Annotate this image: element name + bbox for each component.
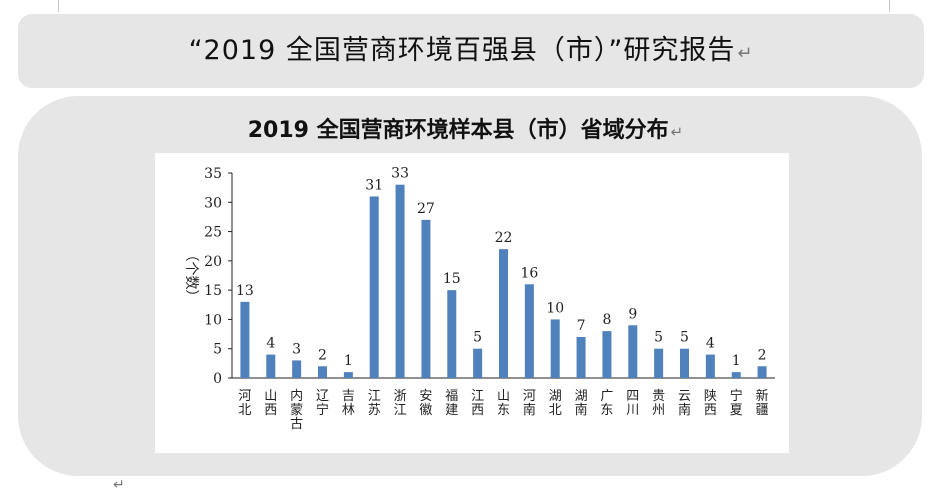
category-label: 辽宁 bbox=[316, 389, 329, 418]
bar bbox=[421, 219, 431, 378]
bar bbox=[240, 301, 250, 378]
bar bbox=[447, 290, 457, 378]
data-label: 2 bbox=[318, 347, 327, 363]
chart-heading: 2019 全国营商环境样本县（市）省域分布 ↵ bbox=[0, 112, 931, 144]
bar bbox=[499, 249, 508, 378]
category-label: 贵州 bbox=[652, 389, 665, 418]
data-label: 15 bbox=[443, 271, 461, 287]
bar bbox=[705, 354, 715, 378]
bar bbox=[731, 372, 741, 378]
margin-mark-right bbox=[889, 0, 890, 12]
data-label: 31 bbox=[365, 177, 383, 193]
category-label: 江西 bbox=[471, 389, 484, 418]
data-label: 3 bbox=[292, 341, 301, 357]
data-label: 10 bbox=[546, 300, 564, 316]
data-label: 27 bbox=[417, 201, 435, 217]
chart-area: 0 5 10 15 20 25 30 35 （个数） 13 河北 4 山西 3 内蒙古 2 辽宁 1 吉林 31 江苏 3… bbox=[155, 153, 789, 453]
y-tick-label: 5 bbox=[213, 342, 222, 358]
category-label: 新疆 bbox=[756, 388, 769, 418]
bar bbox=[318, 366, 327, 378]
data-label: 9 bbox=[628, 306, 637, 322]
data-label: 16 bbox=[520, 265, 538, 281]
y-tick-label: 15 bbox=[204, 283, 222, 299]
data-label: 1 bbox=[344, 353, 353, 369]
category-label: 山东 bbox=[497, 389, 510, 418]
title-banner: “2019 全国营商环境百强县（市）”研究报告 ↵ bbox=[18, 14, 924, 88]
y-axis-label: （个数） bbox=[183, 248, 199, 304]
category-label: 四川 bbox=[626, 389, 639, 418]
paragraph-mark-icon: ↵ bbox=[737, 43, 754, 64]
bar bbox=[602, 331, 612, 378]
category-label: 河北 bbox=[238, 389, 251, 418]
category-label: 广东 bbox=[600, 389, 613, 418]
bar bbox=[654, 348, 664, 378]
y-tick-label: 35 bbox=[204, 166, 222, 182]
margin-mark-left bbox=[58, 0, 59, 12]
bar bbox=[524, 284, 534, 378]
category-label: 福建 bbox=[445, 389, 458, 418]
category-label: 河南 bbox=[523, 389, 536, 418]
report-title: “2019 全国营商环境百强县（市）”研究报告 ↵ bbox=[18, 14, 924, 88]
category-label: 山西 bbox=[264, 389, 277, 418]
y-tick-label: 10 bbox=[204, 312, 222, 328]
category-label: 陕西 bbox=[704, 389, 717, 418]
bar bbox=[395, 184, 405, 378]
category-label: 云南 bbox=[678, 389, 691, 418]
bar bbox=[292, 360, 302, 378]
y-tick-label: 0 bbox=[213, 371, 222, 387]
y-tick-label: 30 bbox=[204, 195, 222, 211]
bar bbox=[576, 337, 586, 378]
data-label: 1 bbox=[732, 353, 741, 369]
category-label: 浙江 bbox=[394, 389, 407, 418]
bar bbox=[550, 319, 560, 378]
category-label: 吉林 bbox=[342, 389, 355, 418]
paragraph-mark-icon: ↵ bbox=[113, 477, 125, 493]
report-title-text: “2019 全国营商环境百强县（市）”研究报告 bbox=[188, 35, 736, 66]
category-label: 江苏 bbox=[368, 389, 381, 418]
data-label: 5 bbox=[680, 330, 689, 346]
data-label: 4 bbox=[706, 336, 715, 352]
data-label: 7 bbox=[577, 318, 586, 334]
paragraph-mark-icon: ↵ bbox=[670, 123, 684, 141]
data-label: 13 bbox=[236, 283, 254, 299]
category-label: 安徽 bbox=[419, 389, 432, 418]
bar bbox=[680, 348, 689, 378]
data-label: 4 bbox=[266, 336, 275, 352]
data-label: 22 bbox=[495, 230, 513, 246]
category-label: 湖南 bbox=[575, 389, 588, 418]
data-label: 8 bbox=[602, 312, 611, 328]
bar bbox=[343, 372, 353, 378]
bar bbox=[628, 325, 638, 378]
data-label: 5 bbox=[654, 330, 663, 346]
data-label: 5 bbox=[473, 330, 482, 346]
y-tick-label: 25 bbox=[204, 225, 222, 241]
bar bbox=[266, 354, 276, 378]
data-label: 2 bbox=[758, 347, 767, 363]
category-label: 内蒙古 bbox=[290, 388, 303, 432]
y-tick-label: 20 bbox=[204, 254, 222, 270]
bar bbox=[369, 196, 379, 378]
data-label: 33 bbox=[391, 166, 409, 182]
category-label: 湖北 bbox=[549, 389, 562, 418]
bar bbox=[473, 348, 483, 378]
category-label: 宁夏 bbox=[730, 388, 743, 418]
bar bbox=[757, 366, 767, 378]
chart-heading-text: 2019 全国营商环境样本县（市）省域分布 bbox=[247, 118, 669, 143]
